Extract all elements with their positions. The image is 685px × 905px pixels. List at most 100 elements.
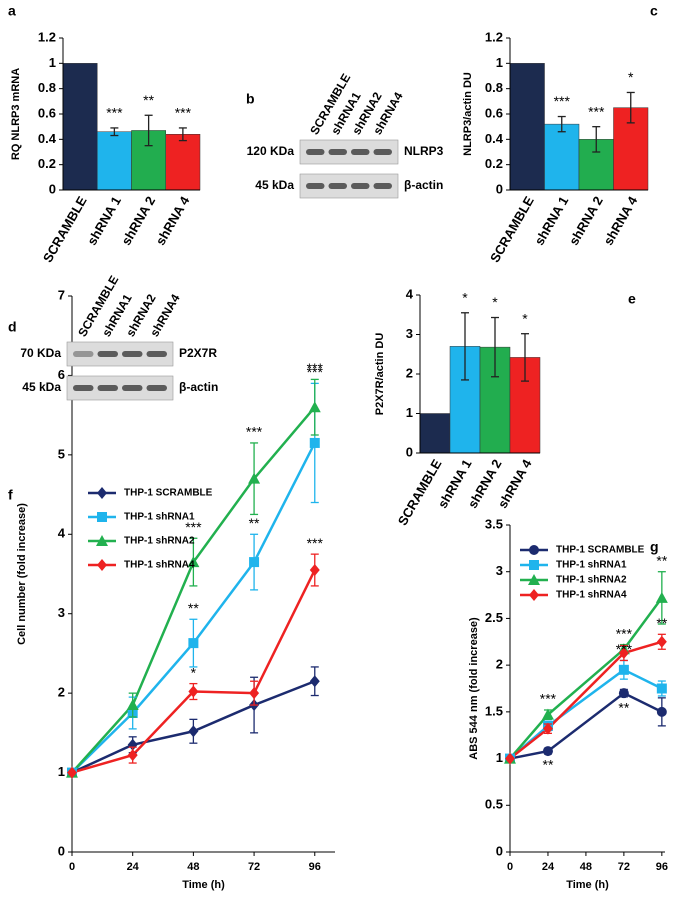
x-tick-label: SCRAMBLE — [395, 456, 445, 528]
y-tick-label: 1 — [496, 55, 503, 70]
blot-band — [97, 385, 118, 391]
size-label: 45 kDa — [255, 178, 294, 192]
y-tick-label: 0 — [406, 444, 413, 459]
series-line — [509, 640, 663, 760]
x-axis-label: Time (h) — [566, 879, 609, 891]
error-bar — [178, 127, 187, 142]
bar — [165, 134, 201, 191]
y-tick-label: 0.8 — [38, 80, 56, 95]
y-tick-label: 0.2 — [485, 156, 503, 171]
y-tick-label: 7 — [58, 287, 65, 302]
panel-label: a — [8, 3, 16, 19]
error-bar — [557, 115, 566, 133]
significance: * — [191, 664, 197, 680]
blot-band — [306, 183, 325, 189]
protein-label: β-actin — [404, 178, 443, 192]
blot-band — [351, 183, 370, 189]
marker — [96, 535, 108, 546]
marker — [655, 591, 668, 603]
marker — [187, 556, 200, 568]
y-tick-label: 0.6 — [38, 105, 56, 120]
blot-band — [146, 351, 167, 357]
x-tick-label: SCRAMBLE — [487, 193, 537, 265]
marker — [248, 472, 261, 484]
y-tick-label: 2 — [58, 685, 65, 700]
x-tick-label: 72 — [248, 861, 260, 873]
legend-label: THP-1 shRNA1 — [556, 560, 627, 571]
marker — [188, 638, 199, 649]
x-tick-label: 72 — [618, 861, 630, 873]
marker — [309, 437, 320, 448]
blot-band — [351, 149, 370, 155]
significance: * — [492, 294, 498, 310]
blot-band — [373, 149, 392, 155]
x-tick-label: 0 — [507, 861, 513, 873]
y-tick-label: 0.2 — [38, 156, 56, 171]
significance: * — [628, 69, 634, 85]
legend-label: THP-1 shRNA4 — [556, 590, 627, 601]
y-axis-label: Cell number (fold increase) — [16, 503, 28, 645]
panel-label: b — [246, 91, 255, 107]
legend-label: THP-1 SCRAMBLE — [556, 545, 645, 556]
y-axis-label: ABS 544 nm (fold increase) — [468, 617, 480, 760]
legend-label: THP-1 shRNA4 — [124, 560, 195, 571]
y-tick-label: 0.4 — [38, 131, 57, 146]
y-tick-label: 0 — [58, 843, 65, 858]
blot-band — [73, 385, 94, 391]
significance: *** — [616, 625, 633, 641]
marker — [542, 722, 553, 735]
marker — [308, 401, 321, 413]
significance: ** — [618, 700, 629, 716]
marker — [529, 560, 539, 570]
y-tick-label: 1 — [406, 405, 413, 420]
marker — [309, 564, 320, 577]
significance: *** — [185, 519, 202, 535]
error-bar — [461, 312, 469, 381]
y-tick-label: 2 — [406, 365, 413, 380]
error-bar — [491, 316, 499, 378]
significance: *** — [307, 535, 324, 551]
blot-band — [328, 183, 347, 189]
marker — [126, 699, 139, 711]
y-tick-label: 6 — [58, 367, 65, 382]
marker — [97, 559, 107, 571]
bar — [544, 123, 580, 191]
y-axis-label: NLRP3/actin DU — [462, 72, 474, 156]
y-tick-label: 3.5 — [485, 516, 503, 531]
significance: *** — [106, 105, 123, 121]
marker — [618, 646, 629, 659]
significance: ** — [656, 615, 667, 631]
significance: ** — [188, 600, 199, 616]
x-tick-label: 0 — [69, 861, 75, 873]
marker — [656, 635, 667, 648]
y-tick-label: 3 — [496, 563, 503, 578]
marker — [249, 557, 260, 568]
panel-label: c — [650, 3, 658, 19]
y-tick-label: 0.8 — [485, 80, 503, 95]
x-axis-label: Time (h) — [182, 879, 225, 891]
y-tick-label: 3 — [58, 605, 65, 620]
y-tick-label: 0 — [496, 843, 503, 858]
blot-band — [373, 183, 392, 189]
blot-band — [146, 385, 167, 391]
y-tick-label: 0.4 — [485, 131, 504, 146]
size-label: 70 KDa — [20, 346, 61, 360]
blot-band — [97, 351, 118, 357]
marker — [505, 752, 515, 765]
size-label: 45 kDa — [22, 380, 61, 394]
y-tick-label: 2 — [496, 657, 503, 672]
series-line — [509, 691, 663, 760]
y-tick-label: 1 — [49, 55, 56, 70]
y-tick-label: 1 — [58, 764, 65, 779]
bar — [62, 63, 98, 191]
marker — [656, 683, 667, 694]
error-bar — [110, 127, 119, 137]
error-bar — [592, 126, 601, 153]
marker — [249, 687, 260, 700]
marker — [188, 725, 199, 738]
protein-label: NLRP3 — [404, 144, 444, 158]
y-tick-label: 3 — [406, 326, 413, 341]
panel-label: d — [8, 319, 17, 335]
significance: ** — [656, 552, 667, 568]
